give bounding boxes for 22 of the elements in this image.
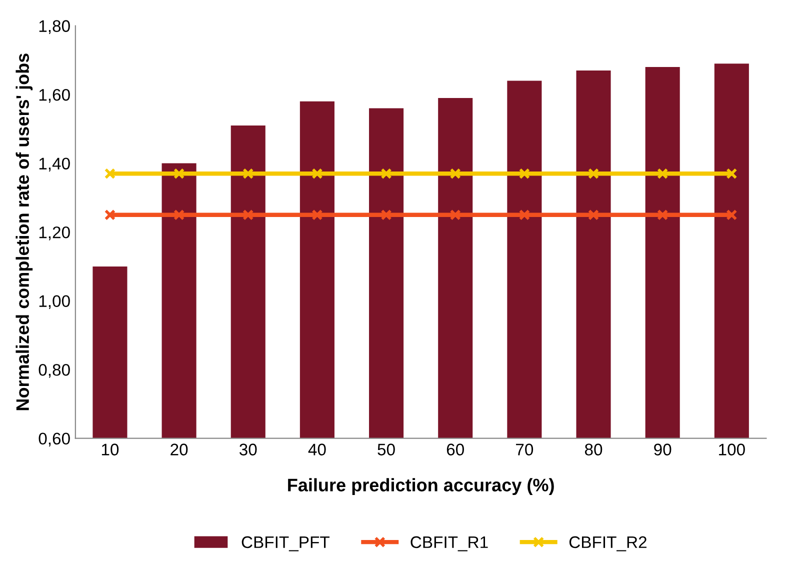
y-tick-label: 0,60 bbox=[38, 432, 70, 447]
legend-label: CBFIT_R2 bbox=[569, 536, 646, 552]
x-tick-label: 10 bbox=[102, 444, 119, 456]
x-tick-label: 60 bbox=[446, 444, 464, 456]
y-axis-title: Normalized completion rate of users' jobs bbox=[16, 54, 33, 410]
x-tick-label: 30 bbox=[239, 444, 257, 456]
x-tick-label: 40 bbox=[308, 444, 326, 456]
legend-label: CBFIT_R1 bbox=[410, 536, 488, 552]
x-tick-label: 90 bbox=[654, 444, 672, 456]
x-tick-label: 50 bbox=[378, 444, 395, 456]
x-tick-label: 70 bbox=[516, 444, 534, 456]
y-tick-label: 0,80 bbox=[38, 364, 70, 378]
y-tick-label: 1,00 bbox=[39, 295, 70, 309]
legend-label: CBFIT_PFT bbox=[242, 536, 330, 552]
y-tick-label: 1,20 bbox=[39, 226, 70, 240]
x-tick-label: 20 bbox=[170, 444, 188, 456]
y-tick-label: 1,40 bbox=[39, 158, 70, 172]
x-tick-label: 80 bbox=[584, 444, 602, 456]
x-tick-label: 100 bbox=[719, 444, 745, 456]
y-tick-label: 1,80 bbox=[39, 20, 70, 34]
y-tick-label: 1,60 bbox=[39, 88, 70, 103]
x-axis-title: Failure prediction accuracy (%) bbox=[288, 478, 554, 496]
